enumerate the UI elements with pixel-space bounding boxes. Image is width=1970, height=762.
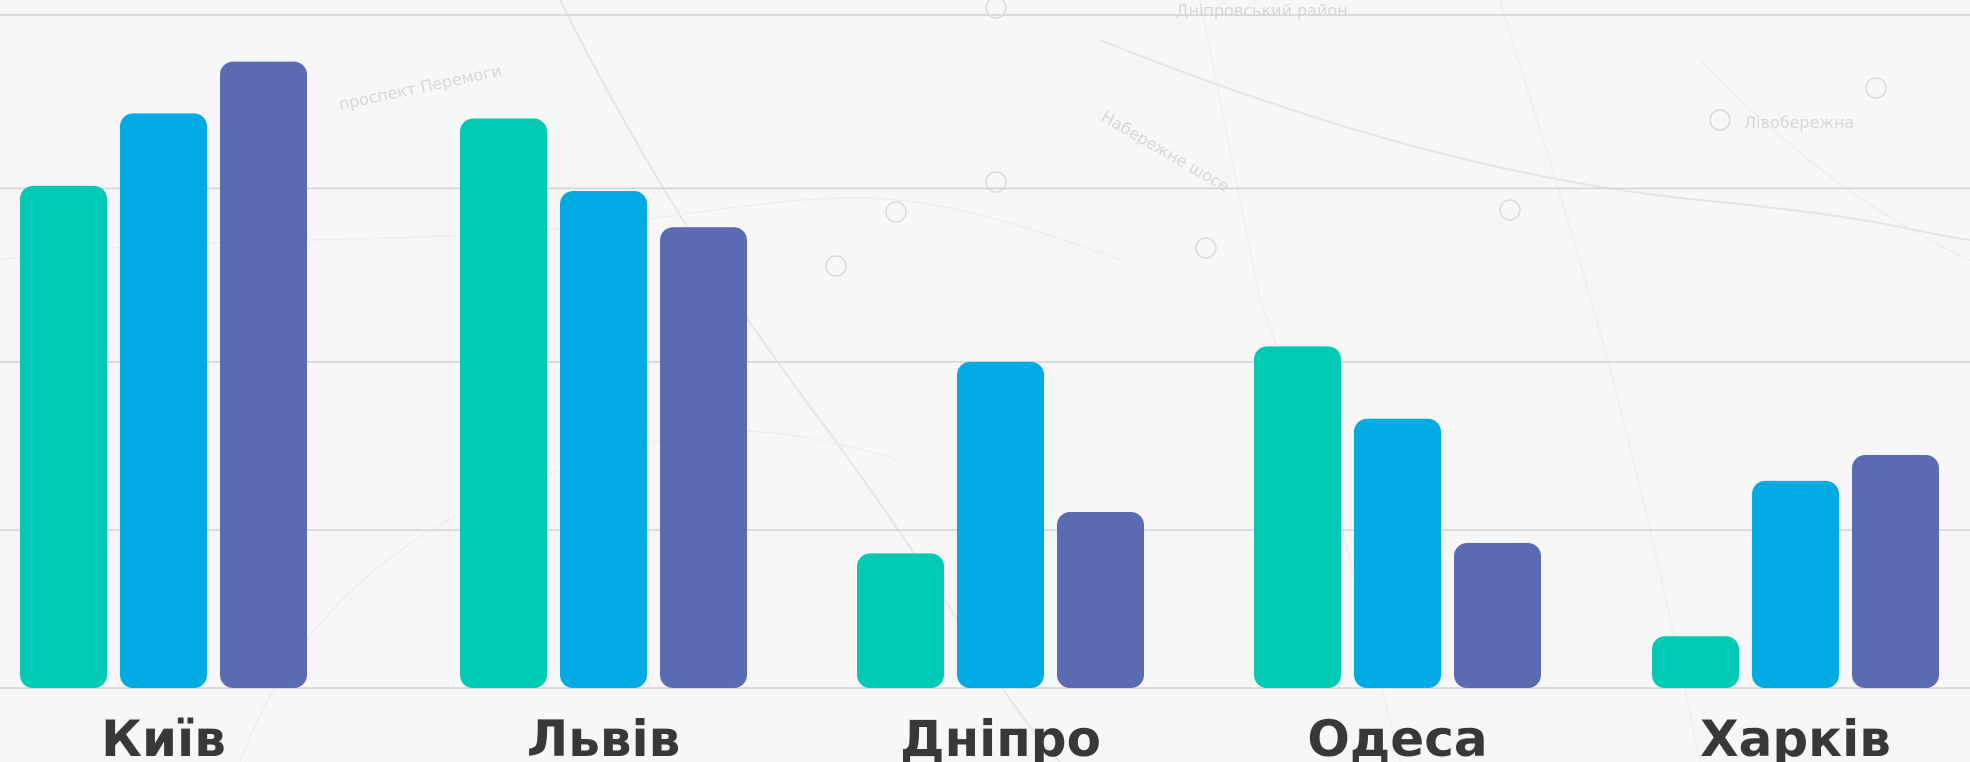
category-label-0: Київ xyxy=(101,710,226,762)
map-label-district: Дніпровський район xyxy=(1176,1,1348,20)
bar-4-series-2 xyxy=(1852,455,1939,688)
bar-1-series-0 xyxy=(460,118,547,689)
category-label-3: Одеса xyxy=(1307,710,1487,762)
map-label-embankment: Набережне шосе xyxy=(1098,107,1233,196)
bar-4-series-0 xyxy=(1652,636,1739,688)
bar-2-series-0 xyxy=(857,553,944,688)
bar-3-series-1 xyxy=(1354,418,1441,688)
map-label-livoberezhna: Лівобережна xyxy=(1744,113,1854,132)
bar-2-series-2 xyxy=(1057,511,1144,688)
map-label-prospekt: проспект Перемоги xyxy=(337,61,503,114)
bar-3-series-2 xyxy=(1454,543,1541,688)
bars xyxy=(20,61,1939,689)
category-labels: Київ Львів Дніпро Одеса Харків xyxy=(101,710,1891,762)
bar-1-series-2 xyxy=(660,227,747,688)
bar-3-series-0 xyxy=(1254,346,1341,688)
bar-2-series-1 xyxy=(957,361,1044,688)
bar-0-series-2 xyxy=(220,61,307,689)
bar-0-series-1 xyxy=(120,113,207,688)
category-label-4: Харків xyxy=(1700,710,1891,762)
category-label-1: Львів xyxy=(527,710,681,762)
bar-0-series-0 xyxy=(20,185,107,689)
bar-4-series-1 xyxy=(1752,480,1839,688)
category-label-2: Дніпро xyxy=(900,710,1101,762)
bar-1-series-1 xyxy=(560,191,647,688)
